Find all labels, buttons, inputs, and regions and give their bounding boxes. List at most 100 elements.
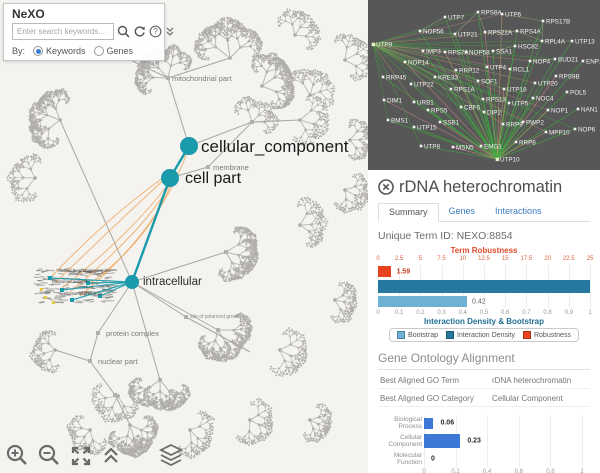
ontology-graph-canvas[interactable]	[0, 0, 368, 473]
tab-interactions[interactable]: Interactions	[495, 206, 542, 216]
gene-node-label[interactable]: RRP12	[459, 68, 480, 75]
layers-icon[interactable]	[158, 443, 184, 469]
axis-tick: 0	[422, 469, 426, 473]
gene-node-label[interactable]: SSA1	[496, 49, 513, 56]
gene-node-label[interactable]: UTP10	[500, 157, 520, 164]
gene-node-label[interactable]: HSC82	[518, 44, 539, 51]
gene-node-label[interactable]: KRE33	[438, 75, 458, 82]
gene-node-label[interactable]: UTP13	[575, 39, 595, 46]
gene-node-label[interactable]: RPS22A	[488, 30, 513, 37]
help-icon[interactable]: ?	[149, 25, 162, 38]
search-icon[interactable]	[117, 25, 130, 38]
axis-tick: 0.7	[522, 310, 531, 316]
axis-tick: 0.2	[451, 469, 460, 473]
bar-value: 0.42	[472, 298, 486, 305]
axis-tick: 1	[588, 310, 592, 316]
fit-view-icon[interactable]	[70, 444, 92, 468]
gene-node-label[interactable]: UTP22	[414, 82, 434, 89]
gene-node-label[interactable]: MPP10	[549, 130, 570, 137]
zoom-in-icon[interactable]	[6, 444, 28, 468]
gene-node-label[interactable]: UTP18	[507, 87, 527, 94]
bar-value: 0	[431, 455, 435, 463]
gridline	[487, 415, 489, 467]
gene-node-label[interactable]: IMP3	[426, 49, 441, 56]
row-label: Best Aligned GO Category	[380, 394, 474, 403]
gene-node-label[interactable]: BMS1	[391, 118, 409, 125]
gene-node-label[interactable]: NOP14	[408, 60, 429, 67]
gene-node-label[interactable]: RPS1A	[454, 87, 475, 94]
tab-genes[interactable]: Genes	[448, 206, 476, 216]
robustness-chart: Term Robustness 0 2.5 5 7.5 10 12.5 15 17.5 20 22…	[376, 246, 593, 326]
row-value: rDNA heterochromatin	[492, 376, 572, 385]
go-alignment-chart: 0 0.2 0.4 0.6 0.8 1 Biological Process 0.06 Cell…	[378, 411, 590, 473]
gene-node-label[interactable]: MSN5	[456, 145, 474, 152]
gene-node-label[interactable]: EMG1	[484, 144, 502, 151]
gene-node-label[interactable]: POL5	[570, 90, 587, 97]
close-icon[interactable]	[378, 179, 394, 195]
gene-node-label[interactable]: RPL4A	[545, 39, 566, 46]
interaction-network-panel[interactable]: UTP7 RPS8A UTP6 RPS17B NOP56 UTP21 RPS22A RPS4A…	[368, 0, 600, 170]
bottom-axis-label: Interaction Density & Bootstrap	[423, 317, 544, 326]
gene-node-label[interactable]: RCL1	[513, 67, 530, 74]
gene-node-label[interactable]: RPS17B	[546, 19, 570, 26]
gene-node-label[interactable]: DIM1	[387, 98, 403, 105]
bar-robustness	[378, 266, 392, 277]
term-node-cell-part[interactable]	[161, 169, 179, 187]
axis-tick: 0.5	[479, 310, 489, 316]
gene-node-label[interactable]: RPS8A	[481, 10, 502, 17]
legend-label: Bootstrap	[408, 331, 438, 339]
gene-node-label[interactable]: BUD21	[558, 57, 579, 64]
gene-node-label[interactable]: DIP2	[487, 110, 501, 117]
term-node-intracellular[interactable]	[125, 275, 139, 289]
radio-keywords[interactable]	[33, 46, 44, 56]
gene-node-label[interactable]: PWP2	[526, 120, 544, 127]
gene-node-label[interactable]: RPS13	[486, 97, 506, 104]
gene-node-label[interactable]: RPS9B	[559, 74, 580, 81]
gene-node-label[interactable]: NAN1	[581, 107, 598, 114]
app-title: NeXO	[12, 7, 45, 21]
gene-node-label[interactable]: NOP6	[578, 127, 596, 134]
search-input[interactable]	[12, 23, 114, 40]
gene-node-label[interactable]: UTP6	[505, 12, 522, 19]
gene-node-label[interactable]: NOP4	[533, 59, 551, 66]
tab-summary[interactable]: Summary	[378, 203, 439, 222]
gridline	[582, 415, 583, 467]
interaction-network-canvas[interactable]: UTP7 RPS8A UTP6 RPS17B NOP56 UTP21 RPS22A RPS4A…	[368, 0, 600, 170]
term-node-cellular-component[interactable]	[180, 137, 198, 155]
chevron-down-icon[interactable]	[165, 26, 175, 38]
gene-node-label[interactable]: UTP21	[458, 32, 478, 39]
legend-label: Robustness	[533, 331, 571, 339]
gene-node-label[interactable]: ENP1	[586, 59, 600, 66]
gene-node-label[interactable]: SSB1	[443, 120, 460, 127]
axis-tick: 0.4	[483, 469, 492, 473]
collapse-chevrons-icon[interactable]	[102, 444, 120, 468]
gene-node-label[interactable]: NOP56	[423, 29, 444, 36]
gene-node-label[interactable]: RPS5	[431, 108, 448, 115]
by-label: By:	[12, 46, 26, 56]
zoom-out-icon[interactable]	[38, 444, 60, 468]
gene-node-label[interactable]: UTP7	[448, 15, 465, 22]
gene-node-label[interactable]: UTP8	[424, 144, 441, 151]
gene-node-label[interactable]: NOP58	[469, 50, 490, 57]
gene-node-label[interactable]: RPS4A	[520, 29, 541, 36]
gene-node-label[interactable]: UTP9	[376, 42, 393, 49]
gene-node-label[interactable]: UTP5	[512, 101, 529, 108]
gene-node-label[interactable]: UTP4	[490, 65, 507, 72]
gene-node-label[interactable]: SOF1	[481, 79, 498, 86]
ontology-graph-panel[interactable]: cellular_component cell part intracellular…	[0, 0, 368, 473]
gene-node-label[interactable]: RRP9	[506, 122, 523, 129]
gene-node-label[interactable]: NOC4	[536, 96, 554, 103]
axis-tick: 17.5	[520, 256, 533, 262]
gene-node-label[interactable]: RRP8	[519, 140, 536, 147]
gene-node-label[interactable]: URB1	[417, 100, 434, 107]
gene-node-label[interactable]: UTP15	[417, 125, 437, 132]
refresh-icon[interactable]	[133, 25, 146, 38]
radio-label-genes: Genes	[106, 46, 134, 56]
bar-bootstrap	[378, 296, 468, 307]
gene-node-label[interactable]: RRP45	[386, 75, 407, 82]
gene-node-label[interactable]: UTP20	[538, 81, 558, 88]
gene-node-label[interactable]: RPS7A	[448, 50, 469, 57]
radio-genes[interactable]	[93, 46, 104, 56]
gene-node-label[interactable]: NOP1	[551, 108, 569, 115]
gene-node-label[interactable]: CBF5	[464, 105, 481, 112]
